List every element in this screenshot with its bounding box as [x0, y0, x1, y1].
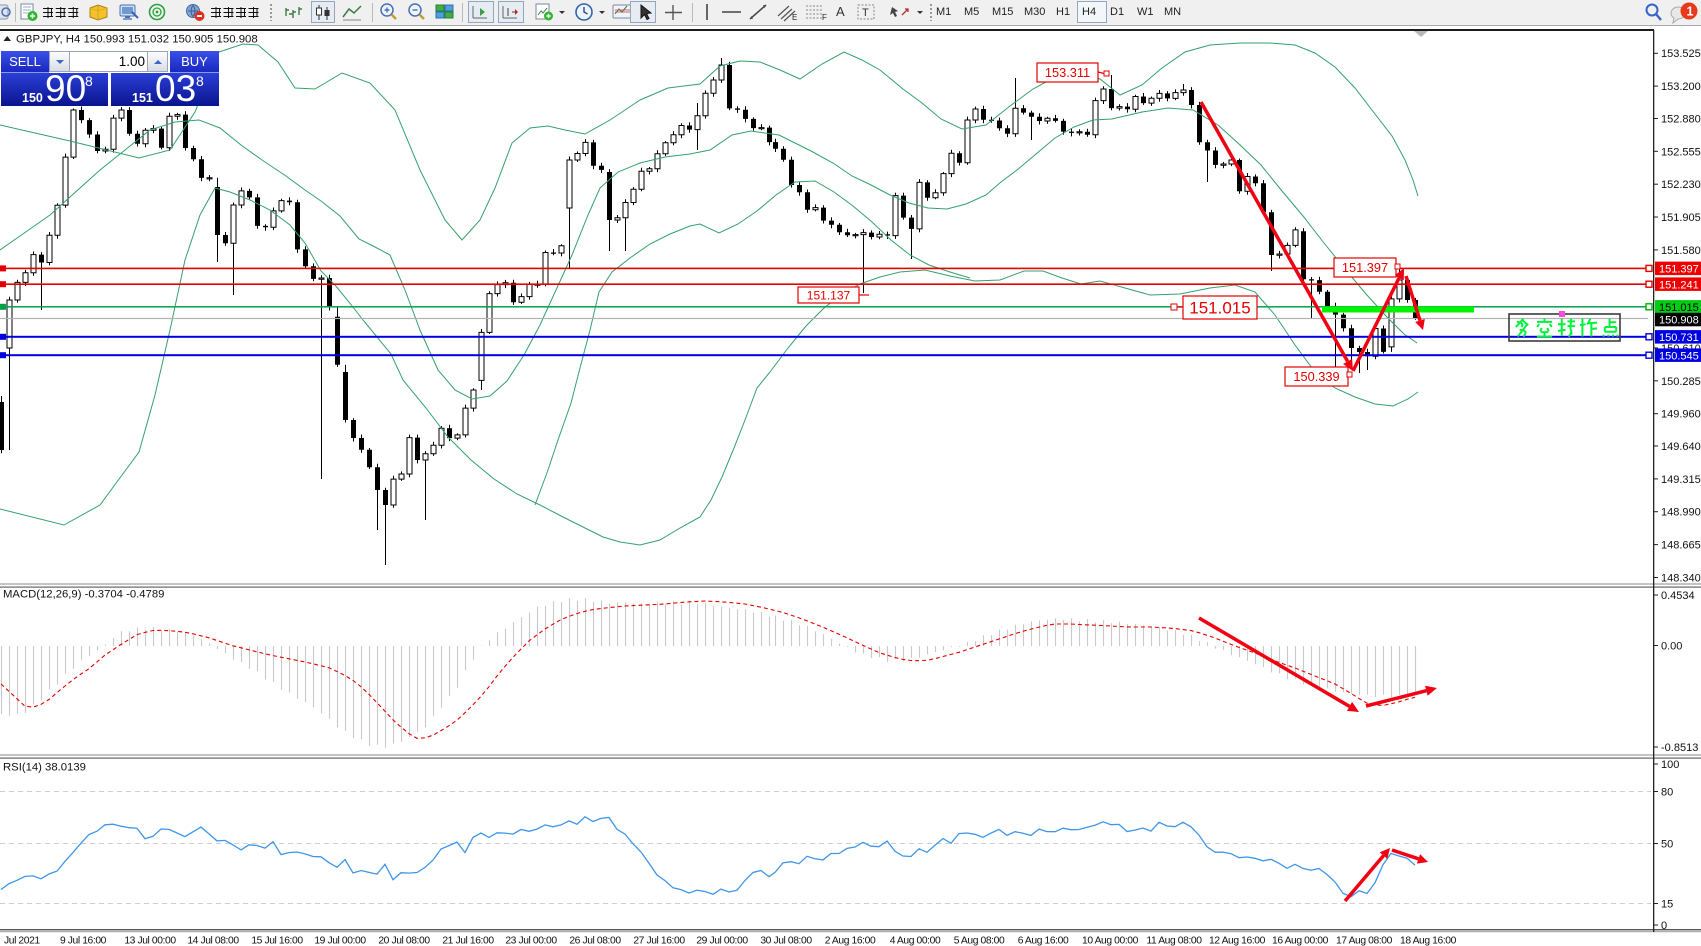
svg-text:14 Jul 08:00: 14 Jul 08:00: [187, 936, 239, 946]
svg-text:12 Aug 16:00: 12 Aug 16:00: [1209, 936, 1266, 946]
svg-text:0: 0: [1661, 920, 1667, 932]
svg-text:10 Aug 00:00: 10 Aug 00:00: [1082, 936, 1139, 946]
svg-text:151.580: 151.580: [1661, 245, 1701, 257]
svg-text:23 Jul 00:00: 23 Jul 00:00: [505, 936, 557, 946]
svg-text:153.525: 153.525: [1661, 48, 1701, 60]
svg-text:151.397: 151.397: [1659, 264, 1699, 276]
svg-text:80: 80: [1661, 787, 1673, 799]
svg-text:153.200: 153.200: [1661, 81, 1701, 93]
svg-text:148.990: 148.990: [1661, 507, 1701, 519]
svg-text:16 Aug 00:00: 16 Aug 00:00: [1272, 936, 1329, 946]
svg-text:-0.8513: -0.8513: [1661, 742, 1698, 754]
svg-text:MACD(12,26,9) -0.3704 -0.4789: MACD(12,26,9) -0.3704 -0.4789: [3, 589, 164, 601]
svg-text:17 Aug 08:00: 17 Aug 08:00: [1336, 936, 1393, 946]
svg-text:149.315: 149.315: [1661, 474, 1701, 486]
svg-text:9 Jul 16:00: 9 Jul 16:00: [60, 936, 107, 946]
svg-text:148.340: 148.340: [1661, 572, 1701, 584]
svg-text:1: 1: [1687, 5, 1694, 19]
svg-text:152.555: 152.555: [1661, 146, 1701, 158]
svg-text:11 Aug 08:00: 11 Aug 08:00: [1146, 936, 1202, 946]
svg-text:149.640: 149.640: [1661, 441, 1701, 453]
svg-text:151.015: 151.015: [1189, 299, 1250, 318]
svg-text:148.665: 148.665: [1661, 540, 1701, 552]
svg-text:152.880: 152.880: [1661, 113, 1701, 125]
svg-text:150.339: 150.339: [1293, 369, 1339, 384]
svg-text:30 Jul 08:00: 30 Jul 08:00: [760, 936, 812, 946]
svg-text:151.015: 151.015: [1659, 302, 1699, 314]
svg-text:21 Jul 16:00: 21 Jul 16:00: [442, 936, 494, 946]
svg-text:151.397: 151.397: [1342, 260, 1388, 275]
svg-text:RSI(14) 38.0139: RSI(14) 38.0139: [3, 762, 86, 774]
svg-text:150.908: 150.908: [1659, 315, 1699, 327]
svg-text:19 Jul 00:00: 19 Jul 00:00: [314, 936, 366, 946]
svg-text:2 Aug 16:00: 2 Aug 16:00: [825, 936, 876, 946]
svg-text:151.137: 151.137: [807, 288, 851, 302]
svg-text:153.311: 153.311: [1045, 65, 1090, 80]
svg-text:150.545: 150.545: [1659, 350, 1699, 362]
svg-text:13 Jul 00:00: 13 Jul 00:00: [124, 936, 176, 946]
svg-text:150.731: 150.731: [1659, 332, 1699, 344]
svg-text:20 Jul 08:00: 20 Jul 08:00: [378, 936, 430, 946]
svg-text:F: F: [822, 13, 827, 22]
svg-text:T: T: [862, 7, 869, 19]
svg-text:150.285: 150.285: [1661, 376, 1701, 388]
svg-text:149.960: 149.960: [1661, 409, 1701, 421]
svg-text:E: E: [792, 13, 797, 22]
svg-text:100: 100: [1661, 759, 1679, 771]
svg-text:50: 50: [1661, 839, 1673, 851]
svg-text:5 Aug 08:00: 5 Aug 08:00: [954, 936, 1005, 946]
svg-text:15 Jul 16:00: 15 Jul 16:00: [251, 936, 303, 946]
svg-text:15: 15: [1661, 899, 1673, 911]
svg-text:0.4534: 0.4534: [1661, 590, 1695, 602]
svg-text:4 Aug 00:00: 4 Aug 00:00: [890, 936, 941, 946]
svg-text:29 Jul 00:00: 29 Jul 00:00: [696, 936, 748, 946]
svg-text:26 Jul 08:00: 26 Jul 08:00: [569, 936, 621, 946]
svg-text:151.905: 151.905: [1661, 212, 1701, 224]
svg-text:27 Jul 16:00: 27 Jul 16:00: [633, 936, 685, 946]
svg-text:6 Aug 16:00: 6 Aug 16:00: [1018, 936, 1069, 946]
svg-text:GBPJPY, H4 150.993 151.032 15: GBPJPY, H4 150.993 151.032 150.905 150.9…: [16, 34, 258, 46]
svg-text:152.230: 152.230: [1661, 179, 1701, 191]
svg-text:151.241: 151.241: [1659, 279, 1699, 291]
svg-text:0.00: 0.00: [1661, 641, 1682, 653]
svg-text:Jul 2021: Jul 2021: [4, 936, 40, 946]
svg-text:18 Aug 16:00: 18 Aug 16:00: [1400, 936, 1457, 946]
